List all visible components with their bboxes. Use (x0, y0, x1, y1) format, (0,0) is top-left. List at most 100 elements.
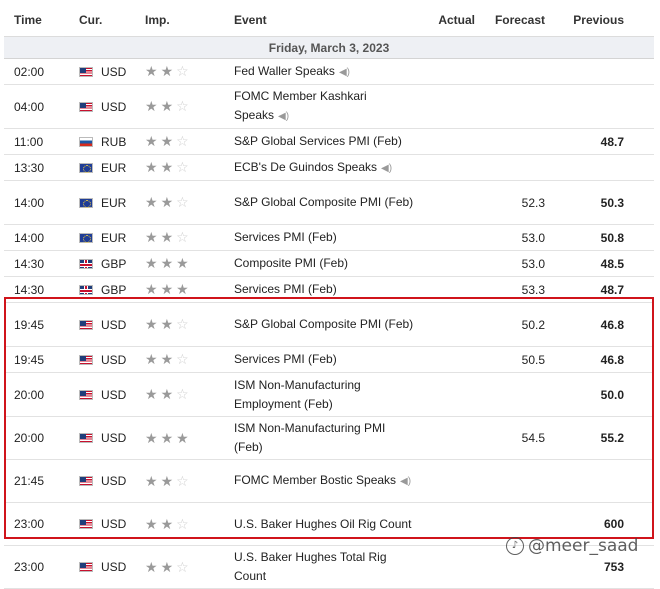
event-row[interactable]: 20:00 USD ★ ★ ★ ISM Non-Manufacturing PMI (Fe… (4, 417, 654, 460)
bull-filled-icon: ★ (160, 194, 174, 210)
event-name[interactable]: U.S. Baker Hughes Total Rig Count (230, 548, 414, 586)
event-time: 02:00 (14, 64, 45, 79)
event-row[interactable]: 19:45 USD ★ ★ ☆ Services PMI (Feb) 50.5 46.8 (4, 347, 654, 373)
event-name[interactable]: Services PMI (Feb) (230, 228, 414, 247)
event-name[interactable]: ISM Non-Manufacturing Employment (Feb) (230, 376, 414, 414)
event-forecast: 50.5 (521, 352, 545, 367)
event-time: 14:30 (14, 256, 45, 271)
bull-filled-icon: ★ (145, 133, 158, 149)
bull-filled-icon: ★ (145, 255, 158, 271)
day-separator: Friday, March 3, 2023 (4, 37, 654, 59)
event-title[interactable]: ISM Non-Manufacturing Employment (Feb) (234, 377, 361, 411)
event-row[interactable]: 02:00 USD ★ ★ ☆ Fed Waller Speaks ◀) (4, 59, 654, 85)
event-currency: USD (75, 560, 139, 574)
event-rows: 02:00 USD ★ ★ ☆ Fed Waller Speaks ◀) 04:00 USD ★ ★… (4, 59, 654, 589)
importance-rating: ★ ★ ☆ (139, 559, 230, 576)
header-previous[interactable]: Previous (573, 13, 624, 27)
header-actual[interactable]: Actual (438, 13, 475, 27)
event-name[interactable]: ISM Non-Manufacturing PMI (Feb) (230, 419, 414, 457)
header-time[interactable]: Time (14, 13, 42, 27)
event-name[interactable]: Composite PMI (Feb) (230, 254, 414, 273)
economic-calendar: Time Cur. Imp. Event Actual Forecast Pre… (4, 4, 654, 589)
event-name[interactable]: U.S. Baker Hughes Oil Rig Count (230, 515, 414, 534)
event-title[interactable]: Services PMI (Feb) (234, 352, 337, 366)
event-name[interactable]: Services PMI (Feb) (230, 350, 414, 369)
tiktok-icon: ♪ (506, 537, 524, 555)
event-name[interactable]: ECB's De Guindos Speaks ◀) (230, 158, 414, 178)
event-row[interactable]: 13:30 EUR ★ ★ ☆ ECB's De Guindos Speaks ◀) (4, 155, 654, 181)
header-importance[interactable]: Imp. (145, 13, 170, 27)
event-title[interactable]: ECB's De Guindos Speaks (234, 159, 378, 174)
header-forecast[interactable]: Forecast (494, 13, 545, 27)
bull-empty-icon: ☆ (176, 98, 189, 114)
us-flag-icon (79, 101, 93, 112)
event-previous: 48.7 (600, 282, 624, 297)
importance-rating: ★ ★ ☆ (139, 351, 230, 368)
bull-filled-icon: ★ (145, 429, 158, 446)
event-title[interactable]: U.S. Baker Hughes Total Rig Count (234, 550, 387, 583)
currency-code: USD (101, 387, 127, 402)
bull-filled-icon: ★ (145, 159, 158, 175)
bull-filled-icon: ★ (160, 472, 174, 489)
event-title[interactable]: S&P Global Composite PMI (Feb) (234, 195, 414, 209)
bull-filled-icon: ★ (160, 515, 174, 532)
importance-rating: ★ ★ ★ (139, 255, 230, 272)
event-previous: 600 (603, 517, 624, 531)
event-title[interactable]: S&P Global Composite PMI (Feb) (234, 317, 414, 331)
event-row[interactable]: 21:45 USD ★ ★ ☆ FOMC Member Bostic Speaks ◀) (4, 460, 654, 503)
event-currency: EUR (75, 161, 139, 175)
event-previous: 50.0 (600, 387, 624, 402)
event-name[interactable]: S&P Global Composite PMI (Feb) (230, 315, 414, 334)
importance-rating: ★ ★ ☆ (139, 98, 230, 115)
event-name[interactable]: FOMC Member Kashkari Speaks ◀) (230, 87, 414, 126)
bull-filled-icon: ★ (160, 255, 174, 271)
event-forecast: 52.3 (521, 195, 545, 210)
event-previous: 50.8 (600, 230, 624, 245)
event-currency: GBP (75, 283, 139, 297)
event-title[interactable]: FOMC Member Kashkari Speaks (234, 89, 367, 122)
event-forecast: 53.0 (521, 256, 545, 271)
event-name[interactable]: S&P Global Services PMI (Feb) (230, 132, 414, 151)
event-row[interactable]: 14:30 GBP ★ ★ ★ Composite PMI (Feb) 53.0 48.5 (4, 251, 654, 277)
event-name[interactable]: Fed Waller Speaks ◀) (230, 62, 414, 82)
event-row[interactable]: 23:00 USD ★ ★ ☆ U.S. Baker Hughes Oil Rig Cou… (4, 503, 654, 546)
event-row[interactable]: 11:00 RUB ★ ★ ☆ S&P Global Services PMI (Feb)… (4, 129, 654, 155)
event-row[interactable]: 20:00 USD ★ ★ ☆ ISM Non-Manufacturing Employm… (4, 373, 654, 417)
event-time: 19:45 (14, 317, 45, 332)
bull-empty-icon: ☆ (176, 133, 189, 149)
currency-code: EUR (101, 195, 127, 210)
header-currency[interactable]: Cur. (79, 13, 103, 27)
event-row[interactable]: 14:00 EUR ★ ★ ☆ Services PMI (Feb) 53.0 50.8 (4, 225, 654, 251)
bull-filled-icon: ★ (145, 515, 158, 532)
event-time: 04:00 (14, 99, 45, 114)
event-title[interactable]: U.S. Baker Hughes Oil Rig Count (234, 516, 412, 531)
ru-flag-icon (79, 136, 93, 147)
event-previous: 48.7 (600, 134, 624, 149)
event-title[interactable]: Services PMI (Feb) (234, 282, 337, 296)
event-currency: USD (75, 474, 139, 488)
event-name[interactable]: FOMC Member Bostic Speaks ◀) (230, 471, 414, 491)
event-title[interactable]: FOMC Member Bostic Speaks (234, 473, 397, 487)
event-row[interactable]: 04:00 USD ★ ★ ☆ FOMC Member Kashkari Speaks ◀) (4, 85, 654, 129)
event-row[interactable]: 14:00 EUR ★ ★ ☆ S&P Global Composite PMI (Feb… (4, 181, 654, 225)
currency-code: EUR (101, 160, 127, 175)
event-row[interactable]: 23:00 USD ★ ★ ☆ U.S. Baker Hughes Total Rig C… (4, 546, 654, 589)
event-forecast: 50.2 (521, 317, 545, 332)
us-flag-icon (79, 433, 93, 443)
event-row[interactable]: 14:30 GBP ★ ★ ★ Services PMI (Feb) 53.3 48.7 (4, 277, 654, 303)
eu-flag-icon (79, 162, 93, 173)
event-title[interactable]: Composite PMI (Feb) (234, 256, 349, 270)
event-row[interactable]: 19:45 USD ★ ★ ☆ S&P Global Composite PMI (Feb… (4, 303, 654, 347)
event-title[interactable]: Services PMI (Feb) (234, 230, 337, 244)
event-name[interactable]: S&P Global Composite PMI (Feb) (230, 193, 414, 212)
event-name[interactable]: Services PMI (Feb) (230, 280, 414, 299)
bull-filled-icon: ★ (145, 194, 158, 210)
bull-filled-icon: ★ (160, 316, 174, 332)
importance-rating: ★ ★ ☆ (139, 316, 230, 333)
event-title[interactable]: Fed Waller Speaks (234, 63, 335, 78)
event-currency: USD (75, 431, 139, 445)
header-event[interactable]: Event (234, 12, 267, 27)
event-title[interactable]: ISM Non-Manufacturing PMI (Feb) (234, 421, 386, 454)
event-title[interactable]: S&P Global Services PMI (Feb) (234, 134, 402, 148)
currency-code: USD (101, 317, 127, 332)
